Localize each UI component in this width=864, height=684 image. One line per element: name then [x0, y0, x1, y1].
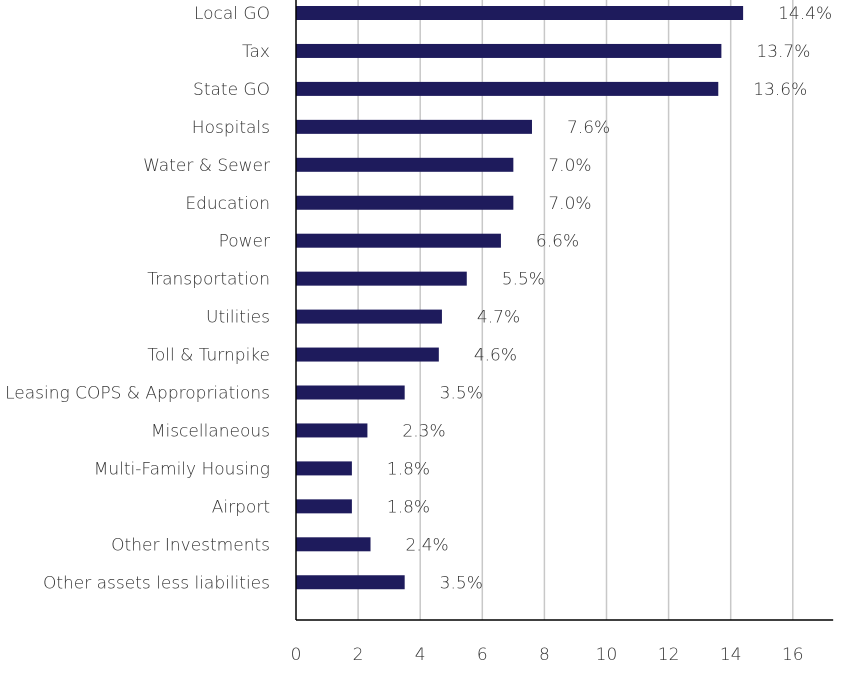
- gridlines: [357, 0, 794, 620]
- labels: 0 2 4 6 8 10 12 14 16 Local GO 14.4% Tax 13.7% State …: [5, 4, 832, 665]
- category-label: Other assets less liabilities: [43, 573, 270, 593]
- category-label: Water & Sewer: [143, 156, 270, 176]
- bar: [296, 385, 405, 400]
- category-label: Transportation: [147, 270, 270, 290]
- data-label: 4.7%: [477, 308, 520, 328]
- bar: [296, 119, 532, 134]
- data-label: 1.8%: [387, 497, 430, 517]
- data-label: 3.5%: [440, 384, 483, 404]
- bar: [296, 233, 501, 248]
- category-label: Multi-Family Housing: [94, 459, 270, 479]
- bar: [296, 423, 368, 438]
- data-label: 7.0%: [548, 194, 591, 214]
- data-label: 6.6%: [536, 232, 579, 252]
- x-tick-label: 6: [477, 645, 488, 665]
- category-label: Leasing COPS & Appropriations: [5, 384, 270, 404]
- data-label: 2.3%: [402, 421, 445, 441]
- bar: [296, 461, 352, 476]
- bar: [296, 195, 514, 210]
- category-label: Other Investments: [111, 535, 270, 555]
- category-label: Airport: [212, 497, 270, 517]
- bar: [296, 81, 719, 96]
- bar: [296, 6, 744, 20]
- bar: [296, 43, 722, 58]
- x-tick-label: 2: [353, 645, 364, 665]
- category-label: State GO: [193, 80, 270, 100]
- data-label: 7.6%: [567, 118, 610, 138]
- category-label: Utilities: [206, 308, 270, 328]
- data-label: 4.6%: [474, 346, 517, 366]
- category-label: Education: [185, 194, 270, 214]
- category-label: Hospitals: [192, 118, 270, 138]
- data-label: 14.4%: [778, 4, 832, 24]
- bar: [296, 347, 439, 362]
- category-label: Local GO: [194, 4, 270, 24]
- category-label: Miscellaneous: [151, 421, 270, 441]
- x-tick-label: 8: [539, 645, 550, 665]
- data-label: 7.0%: [548, 156, 591, 176]
- bar: [296, 499, 352, 514]
- category-label: Power: [219, 232, 270, 252]
- x-tick-label: 10: [596, 645, 618, 665]
- bar: [296, 537, 371, 552]
- x-tick-label: 4: [415, 645, 426, 665]
- x-tick-label: 12: [658, 645, 680, 665]
- data-label: 13.6%: [753, 80, 807, 100]
- bar: [296, 309, 442, 324]
- bar: [296, 575, 405, 590]
- bars: [296, 6, 744, 590]
- data-label: 13.7%: [756, 42, 810, 62]
- bar: [296, 157, 514, 172]
- axes: [295, 0, 834, 621]
- x-tick-label: 16: [782, 645, 804, 665]
- data-label: 1.8%: [387, 459, 430, 479]
- category-label: Toll & Turnpike: [147, 346, 270, 366]
- data-label: 3.5%: [440, 573, 483, 593]
- data-label: 2.4%: [406, 535, 449, 555]
- data-label: 5.5%: [502, 270, 545, 290]
- x-tick-label: 14: [720, 645, 742, 665]
- category-label: Tax: [242, 42, 270, 62]
- x-tick-label: 0: [291, 645, 302, 665]
- bar: [296, 271, 467, 286]
